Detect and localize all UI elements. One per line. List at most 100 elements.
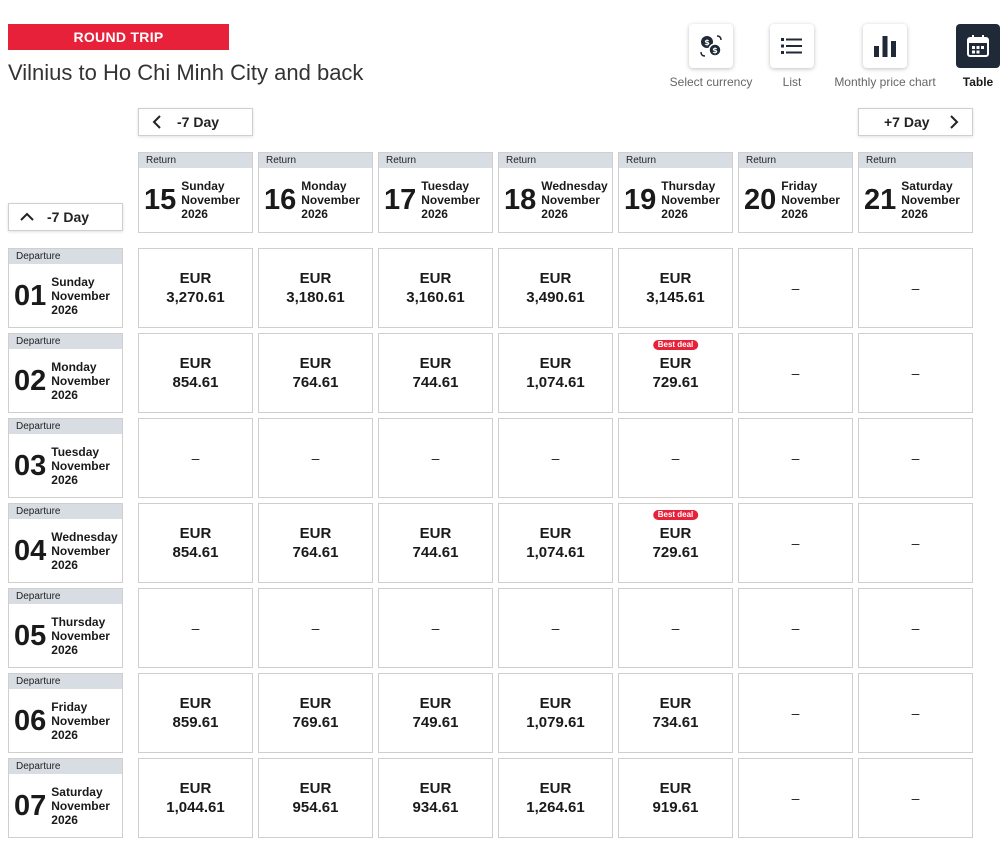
- return-month: November: [301, 193, 360, 207]
- return-date-text: Tuesday November 2026: [421, 179, 480, 221]
- price-amount: 954.61: [292, 799, 339, 816]
- departure-date-header[interactable]: Departure 03 Tuesday November 2026: [8, 418, 123, 498]
- price-cell: –: [618, 588, 733, 668]
- return-year: 2026: [181, 207, 208, 221]
- no-price: –: [431, 619, 440, 636]
- prev-departure-week-button[interactable]: -7 Day: [8, 203, 123, 231]
- select-currency-label: Select currency: [669, 75, 753, 89]
- return-date-header[interactable]: Return 18 Wednesday November 2026: [498, 152, 613, 233]
- price-amount: 744.61: [412, 374, 459, 391]
- departure-day-number: 06: [14, 704, 47, 737]
- price-cell[interactable]: EUR 1,264.61: [498, 758, 613, 838]
- price-currency: EUR: [419, 525, 452, 542]
- price-cell[interactable]: EUR 1,074.61: [498, 333, 613, 413]
- price-cell[interactable]: Best deal EUR 729.61: [618, 503, 733, 583]
- departure-day-number: 05: [14, 619, 47, 652]
- departure-date-header[interactable]: Departure 01 Sunday November 2026: [8, 248, 123, 328]
- price-cell[interactable]: EUR 734.61: [618, 673, 733, 753]
- no-price: –: [191, 449, 200, 466]
- return-date: 17 Tuesday November 2026: [379, 168, 492, 232]
- return-weekday: Saturday: [901, 179, 953, 193]
- price-cell[interactable]: EUR 744.61: [378, 503, 493, 583]
- departure-date-header[interactable]: Departure 02 Monday November 2026: [8, 333, 123, 413]
- price-amount: 729.61: [652, 544, 699, 561]
- return-date-header[interactable]: Return 17 Tuesday November 2026: [378, 152, 493, 233]
- return-date-text: Wednesday November 2026: [541, 179, 607, 221]
- price-amount: 764.61: [292, 374, 339, 391]
- list-view-button[interactable]: List: [770, 24, 814, 89]
- return-tag: Return: [739, 153, 852, 168]
- price-cell[interactable]: EUR 1,044.61: [138, 758, 253, 838]
- return-weekday: Friday: [781, 179, 818, 193]
- price-cell[interactable]: EUR 764.61: [258, 333, 373, 413]
- select-currency-button[interactable]: $ $ Select currency: [667, 24, 755, 89]
- no-price: –: [551, 449, 560, 466]
- price-currency: EUR: [299, 525, 332, 542]
- price-currency: EUR: [419, 270, 452, 287]
- price-cell[interactable]: EUR 854.61: [138, 503, 253, 583]
- monthly-price-chart-button[interactable]: Monthly price chart: [830, 24, 940, 89]
- price-amount: 3,160.61: [406, 289, 465, 306]
- price-cell[interactable]: EUR 954.61: [258, 758, 373, 838]
- price-cell: –: [738, 758, 853, 838]
- departure-date-header[interactable]: Departure 05 Thursday November 2026: [8, 588, 123, 668]
- price-cell[interactable]: EUR 3,490.61: [498, 248, 613, 328]
- no-price: –: [911, 704, 920, 721]
- price-currency: EUR: [299, 695, 332, 712]
- prev-return-week-button[interactable]: -7 Day: [138, 108, 253, 136]
- departure-month: November: [51, 459, 110, 473]
- price-cell[interactable]: EUR 749.61: [378, 673, 493, 753]
- price-cell[interactable]: Best deal EUR 729.61: [618, 333, 733, 413]
- price-cell[interactable]: EUR 764.61: [258, 503, 373, 583]
- price-cell[interactable]: EUR 934.61: [378, 758, 493, 838]
- return-date-header[interactable]: Return 19 Thursday November 2026: [618, 152, 733, 233]
- price-amount: 734.61: [652, 714, 699, 731]
- price-cell: –: [858, 673, 973, 753]
- departure-tag: Departure: [9, 249, 122, 264]
- price-cell[interactable]: EUR 3,160.61: [378, 248, 493, 328]
- return-date-header[interactable]: Return 21 Saturday November 2026: [858, 152, 973, 233]
- return-weekday: Sunday: [181, 179, 225, 193]
- price-cell: –: [858, 248, 973, 328]
- price-cell[interactable]: EUR 744.61: [378, 333, 493, 413]
- price-currency: EUR: [419, 695, 452, 712]
- price-cell: –: [378, 588, 493, 668]
- departure-date-header[interactable]: Departure 06 Friday November 2026: [8, 673, 123, 753]
- no-price: –: [911, 449, 920, 466]
- no-price: –: [791, 279, 800, 296]
- departure-day-number: 04: [14, 534, 47, 567]
- price-cell[interactable]: EUR 769.61: [258, 673, 373, 753]
- no-price: –: [671, 619, 680, 636]
- price-cell[interactable]: EUR 854.61: [138, 333, 253, 413]
- departure-weekday: Friday: [51, 700, 88, 714]
- table-view-button[interactable]: Table: [956, 24, 1000, 89]
- next-return-week-button[interactable]: +7 Day: [858, 108, 973, 136]
- price-cell[interactable]: EUR 1,079.61: [498, 673, 613, 753]
- price-cell[interactable]: EUR 1,074.61: [498, 503, 613, 583]
- price-cell[interactable]: EUR 919.61: [618, 758, 733, 838]
- price-cell[interactable]: EUR 3,270.61: [138, 248, 253, 328]
- price-cell[interactable]: EUR 859.61: [138, 673, 253, 753]
- price-cell: –: [258, 588, 373, 668]
- departure-date-header[interactable]: Departure 04 Wednesday November 2026: [8, 503, 123, 583]
- price-amount: 764.61: [292, 544, 339, 561]
- return-date: 21 Saturday November 2026: [859, 168, 972, 232]
- price-amount: 3,145.61: [646, 289, 705, 306]
- price-cell[interactable]: EUR 3,180.61: [258, 248, 373, 328]
- price-currency: EUR: [659, 355, 692, 372]
- departure-year: 2026: [51, 558, 78, 572]
- prev-return-week-label: -7 Day: [177, 114, 220, 130]
- departure-date-header[interactable]: Departure 07 Saturday November 2026: [8, 758, 123, 838]
- return-date-header[interactable]: Return 16 Monday November 2026: [258, 152, 373, 233]
- return-date-text: Saturday November 2026: [901, 179, 960, 221]
- return-date-text: Sunday November 2026: [181, 179, 240, 221]
- departure-weekday: Sunday: [51, 275, 95, 289]
- return-day-number: 20: [744, 183, 777, 216]
- departure-month: November: [51, 544, 110, 558]
- return-date-header[interactable]: Return 20 Friday November 2026: [738, 152, 853, 233]
- return-date: 18 Wednesday November 2026: [499, 168, 612, 232]
- price-amount: 3,490.61: [526, 289, 585, 306]
- return-date: 15 Sunday November 2026: [139, 168, 252, 232]
- return-date-header[interactable]: Return 15 Sunday November 2026: [138, 152, 253, 233]
- price-cell[interactable]: EUR 3,145.61: [618, 248, 733, 328]
